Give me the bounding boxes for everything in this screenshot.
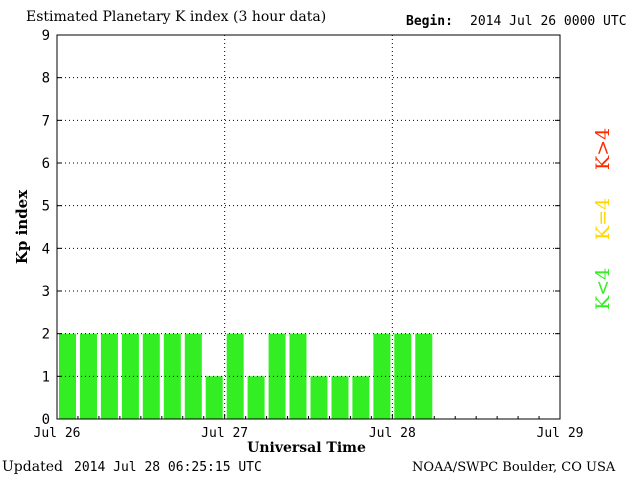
- kp-bar: [331, 376, 349, 419]
- x-tick-label: Jul 26: [34, 426, 81, 441]
- y-tick-label: 8: [42, 71, 50, 87]
- credit-text: NOAA/SWPC Boulder, CO USA: [412, 460, 616, 475]
- y-tick-label: 4: [42, 241, 50, 257]
- x-tick-label: Jul 29: [537, 426, 584, 441]
- legend-k-equal-4: K=4: [592, 197, 614, 240]
- y-axis-label: Kp index: [13, 189, 31, 264]
- y-tick-label: 5: [42, 199, 50, 215]
- kp-bar: [59, 333, 76, 419]
- chart-title: Estimated Planetary K index (3 hour data…: [26, 9, 327, 25]
- kp-bar: [310, 376, 328, 419]
- x-tick-label: Jul 28: [369, 426, 416, 441]
- x-tick-label: Jul 27: [201, 426, 248, 441]
- legend-k-greater-4: K>4: [592, 127, 614, 170]
- begin-value: 2014 Jul 26 0000 UTC: [470, 14, 627, 29]
- y-tick-label: 1: [42, 369, 50, 385]
- kp-bar: [163, 333, 181, 419]
- y-tick-label: 6: [42, 156, 50, 172]
- kp-bar: [80, 333, 97, 419]
- kp-bar: [394, 333, 412, 419]
- kp-bar: [142, 333, 160, 419]
- kp-bar: [121, 333, 139, 419]
- updated-value: 2014 Jul 28 06:25:15 UTC: [74, 460, 262, 475]
- y-tick-label: 2: [42, 327, 50, 343]
- x-axis-label: Universal Time: [247, 440, 366, 456]
- kp-bar: [205, 376, 223, 419]
- kp-bar: [247, 376, 265, 419]
- legend-k-less-4: K<4: [592, 267, 614, 310]
- kp-bar: [352, 376, 370, 419]
- y-tick-label: 7: [42, 113, 50, 129]
- updated-label: Updated: [2, 459, 63, 475]
- y-tick-label: 9: [42, 28, 50, 44]
- kp-bar: [415, 333, 433, 419]
- begin-label: Begin:: [406, 14, 453, 29]
- y-tick-label: 3: [42, 284, 50, 300]
- kp-bar: [226, 333, 244, 419]
- y-tick-label: 0: [42, 412, 50, 428]
